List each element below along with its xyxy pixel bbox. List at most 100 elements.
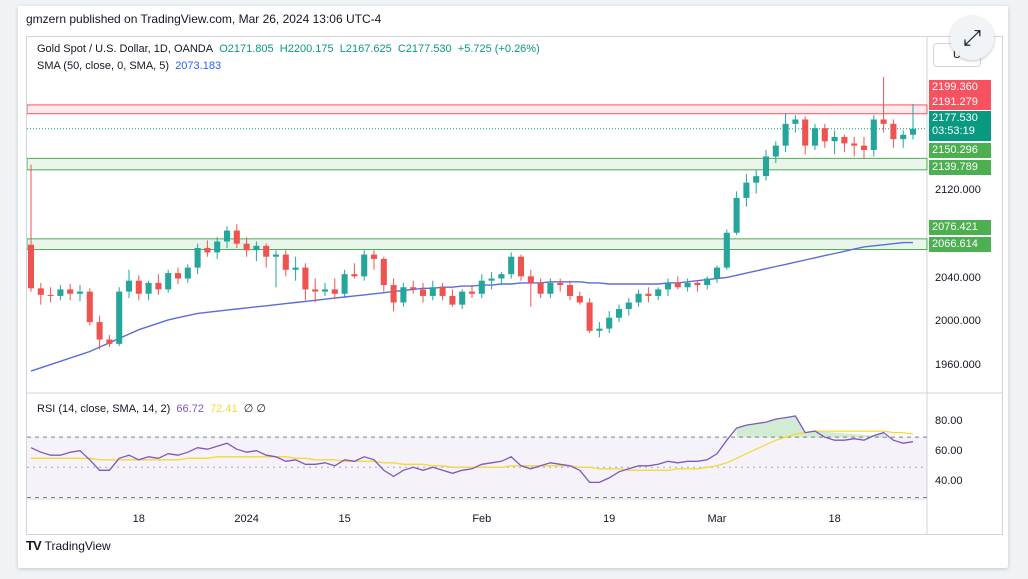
candle-body — [537, 282, 544, 294]
candle-body — [341, 274, 348, 294]
candle-body — [439, 287, 446, 296]
candle-body — [468, 291, 476, 294]
rsi-line — [30, 415, 914, 484]
rsi-value: 66.72 — [176, 403, 204, 415]
candle-body — [478, 280, 485, 294]
expand-icon[interactable]: ⤢ — [950, 16, 994, 60]
sma-line — [30, 241, 913, 372]
candle-body — [909, 128, 917, 135]
zone-support-1 — [27, 157, 928, 171]
candle-body — [753, 176, 760, 183]
candle-body — [557, 282, 564, 286]
candle-body — [174, 273, 182, 279]
candle-body — [851, 143, 858, 146]
candle-body — [361, 254, 368, 277]
open-value: O2171.805 — [219, 43, 274, 55]
chart-card: gmzern published on TradingView.com, Mar… — [18, 6, 1008, 568]
candle-body — [723, 232, 730, 268]
candle-body — [733, 197, 740, 233]
brand-label: TradingView — [44, 538, 111, 553]
candle-timer: 03:53:19 — [932, 125, 975, 137]
candle-body — [625, 302, 632, 310]
time-axis-tick: Feb — [472, 513, 492, 525]
candle-body — [615, 309, 623, 318]
rsi-extra: ∅ ∅ — [243, 403, 266, 415]
candle-body — [302, 267, 309, 290]
candle-body — [713, 267, 721, 279]
candle-body — [508, 256, 515, 275]
rsi-ma-value: 72.41 — [210, 403, 238, 415]
rsi-legend: RSI (14, close, SMA, 14, 2) 66.72 72.41 … — [37, 402, 266, 415]
candle-body — [116, 291, 123, 344]
time-axis-tick: 2024 — [234, 513, 259, 525]
price-label-2076: 2076.421 — [929, 220, 991, 235]
price-axis-tick: 2040.000 — [935, 271, 981, 284]
candle-body — [76, 291, 84, 294]
candle-body — [419, 289, 427, 296]
candle-body — [880, 119, 887, 124]
candle-body — [586, 302, 593, 331]
rsi-overbought-fill — [736, 416, 884, 438]
low-value: L2167.625 — [339, 43, 392, 55]
zone-support-2 — [27, 238, 928, 251]
candle-body — [47, 294, 54, 296]
chart-frame[interactable]: Gold Spot / U.S. Dollar, 1D, OANDA O2171… — [26, 36, 1003, 535]
candle-body — [792, 119, 799, 124]
candle-body — [596, 328, 603, 331]
price-label-2139: 2139.789 — [929, 160, 991, 175]
footer: TV TradingView — [26, 538, 111, 553]
price-axis-tick: 1960.000 — [935, 358, 981, 371]
candle-body — [223, 230, 231, 242]
candle-body — [125, 280, 133, 292]
candle-body — [282, 254, 289, 270]
price-label-2150: 2150.296 — [929, 143, 991, 158]
candle-body — [214, 241, 221, 253]
time-axis-tick: 15 — [338, 513, 351, 525]
price-chart[interactable] — [27, 37, 1002, 534]
time-axis-tick: 19 — [603, 513, 616, 525]
candle-body — [635, 293, 642, 303]
candle-body — [263, 245, 270, 257]
candle-body — [488, 278, 495, 281]
candle-body — [772, 145, 779, 157]
candle-body — [321, 289, 329, 292]
rsi-axis-tick: 60.00 — [935, 445, 963, 458]
candle-body — [674, 282, 681, 288]
tradingview-logo-icon: TV — [26, 538, 42, 553]
time-axis-tick: 18 — [132, 513, 145, 525]
candle-body — [135, 280, 142, 294]
published-line: gmzern published on TradingView.com, Mar… — [26, 12, 382, 26]
candle-body — [331, 289, 338, 294]
candle-body — [429, 287, 436, 296]
last-price: 2177.530 — [932, 112, 978, 124]
symbol-label: Gold Spot / U.S. Dollar, 1D, OANDA — [37, 43, 214, 55]
candle-body — [704, 278, 711, 286]
price-label-last: 2177.530 03:53:19 — [929, 111, 991, 141]
candle-body — [155, 282, 162, 290]
zone-resistance-0 — [27, 104, 928, 115]
rsi-axis-tick: 80.00 — [935, 415, 963, 428]
sma-value: 2073.183 — [175, 60, 222, 72]
candle-body — [96, 322, 103, 340]
candle-body — [645, 293, 652, 296]
candle-body — [900, 134, 907, 140]
candle-body — [655, 289, 662, 296]
candle-body — [870, 119, 877, 150]
candle-body — [527, 276, 534, 283]
candle-body — [57, 289, 64, 296]
candle-body — [684, 282, 691, 288]
candle-body — [743, 182, 750, 198]
candle-body — [841, 136, 848, 144]
price-label-2199: 2199.360 — [929, 80, 991, 95]
candle-body — [566, 285, 574, 296]
candle-body — [606, 317, 613, 329]
candle-body — [860, 145, 868, 150]
sma-legend: SMA (50, close, 0, SMA, 5) 2073.183 — [37, 60, 221, 72]
candle-body — [233, 230, 240, 244]
candle-body — [194, 248, 201, 268]
candle-body — [664, 282, 672, 290]
candle-body — [380, 258, 387, 286]
candle-body — [576, 295, 583, 303]
candle-body — [400, 287, 407, 303]
candle-body — [106, 339, 113, 344]
